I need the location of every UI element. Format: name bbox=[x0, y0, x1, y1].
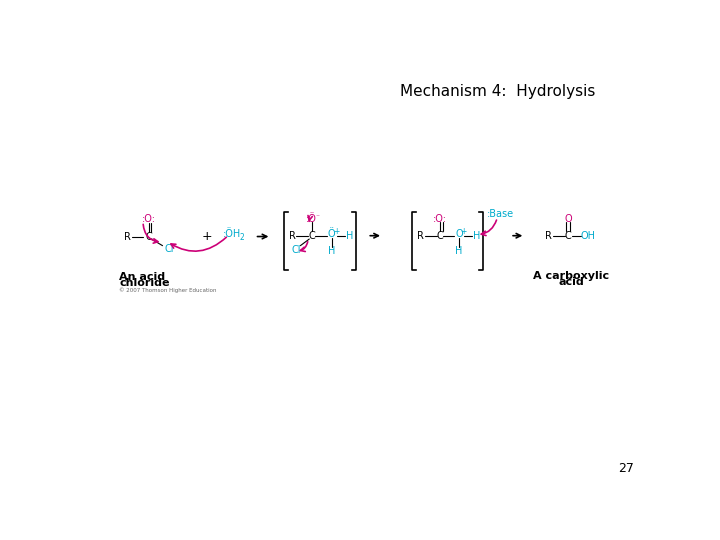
Text: A carboxylic: A carboxylic bbox=[534, 271, 610, 281]
Text: :O:: :O: bbox=[142, 214, 156, 224]
Text: O: O bbox=[455, 229, 463, 239]
Text: :Ö: :Ö bbox=[306, 214, 317, 224]
Text: R: R bbox=[289, 231, 295, 241]
Text: H: H bbox=[473, 231, 480, 241]
Text: +: + bbox=[460, 227, 467, 237]
Text: :O:: :O: bbox=[433, 214, 447, 224]
Text: chloride: chloride bbox=[119, 278, 169, 288]
Text: :Base: :Base bbox=[487, 210, 513, 219]
Text: acid: acid bbox=[559, 277, 585, 287]
Text: C: C bbox=[145, 232, 152, 241]
Text: H: H bbox=[346, 231, 353, 241]
Text: C: C bbox=[564, 231, 572, 241]
Text: An acid: An acid bbox=[119, 272, 165, 282]
Text: C: C bbox=[436, 231, 444, 241]
Text: OH: OH bbox=[580, 231, 595, 241]
Text: O: O bbox=[564, 214, 572, 224]
Text: H: H bbox=[455, 246, 462, 255]
Text: +: + bbox=[202, 230, 212, 243]
Text: 27: 27 bbox=[618, 462, 634, 475]
Text: ⁻: ⁻ bbox=[315, 212, 320, 221]
Text: Cl: Cl bbox=[164, 244, 174, 254]
Text: 2: 2 bbox=[240, 233, 245, 242]
Text: R: R bbox=[545, 231, 552, 241]
Text: R: R bbox=[417, 231, 424, 241]
Text: Cl: Cl bbox=[291, 245, 301, 255]
Text: Mechanism 4:  Hydrolysis: Mechanism 4: Hydrolysis bbox=[400, 84, 595, 99]
Text: :ÖH: :ÖH bbox=[223, 229, 241, 239]
Text: C: C bbox=[308, 231, 315, 241]
Text: R: R bbox=[124, 232, 131, 241]
Text: © 2007 Thomson Higher Education: © 2007 Thomson Higher Education bbox=[119, 288, 217, 293]
Text: H: H bbox=[328, 246, 336, 255]
Text: +: + bbox=[333, 227, 339, 237]
Text: Ö: Ö bbox=[328, 229, 336, 239]
